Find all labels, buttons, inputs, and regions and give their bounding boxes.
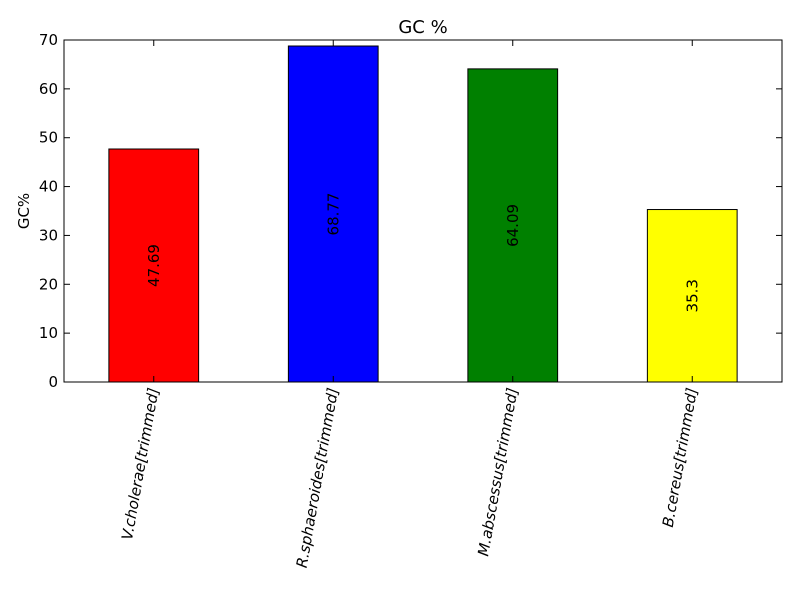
y-tick-label: 40 <box>39 178 58 196</box>
bar <box>287 45 379 383</box>
plot-frame <box>63 39 783 383</box>
y-tick-label: 30 <box>39 226 58 244</box>
plot-area: 47.69 68.77 64.09 35.3 0 10 20 30 40 50 60 70 V.chol… <box>39 31 783 569</box>
y-tick-label: 0 <box>48 373 58 391</box>
y-axis-label: GC% <box>15 193 33 229</box>
bar-value-label: 68.77 <box>324 193 342 236</box>
y-tick-label: 60 <box>39 80 58 98</box>
bar-value-label: 64.09 <box>504 204 522 247</box>
bar <box>646 209 738 383</box>
chart-title: GC % <box>398 17 447 38</box>
x-tick-label: R.sphaeroides[trimmed] <box>293 386 342 569</box>
y-tick-label: 10 <box>39 324 58 342</box>
bar <box>108 148 200 383</box>
x-tick-label: M.abscessus[trimmed] <box>474 386 521 557</box>
y-tick-label: 20 <box>39 275 58 293</box>
bar-value-label: 47.69 <box>145 244 163 287</box>
y-tick-label: 70 <box>39 31 58 49</box>
y-tick-label: 50 <box>39 129 58 147</box>
x-tick-label: V.cholerae[trimmed] <box>118 386 163 541</box>
x-tick-label: B.cereus[trimmed] <box>659 386 701 528</box>
bar-value-label: 35.3 <box>683 279 701 312</box>
bar <box>467 68 559 383</box>
